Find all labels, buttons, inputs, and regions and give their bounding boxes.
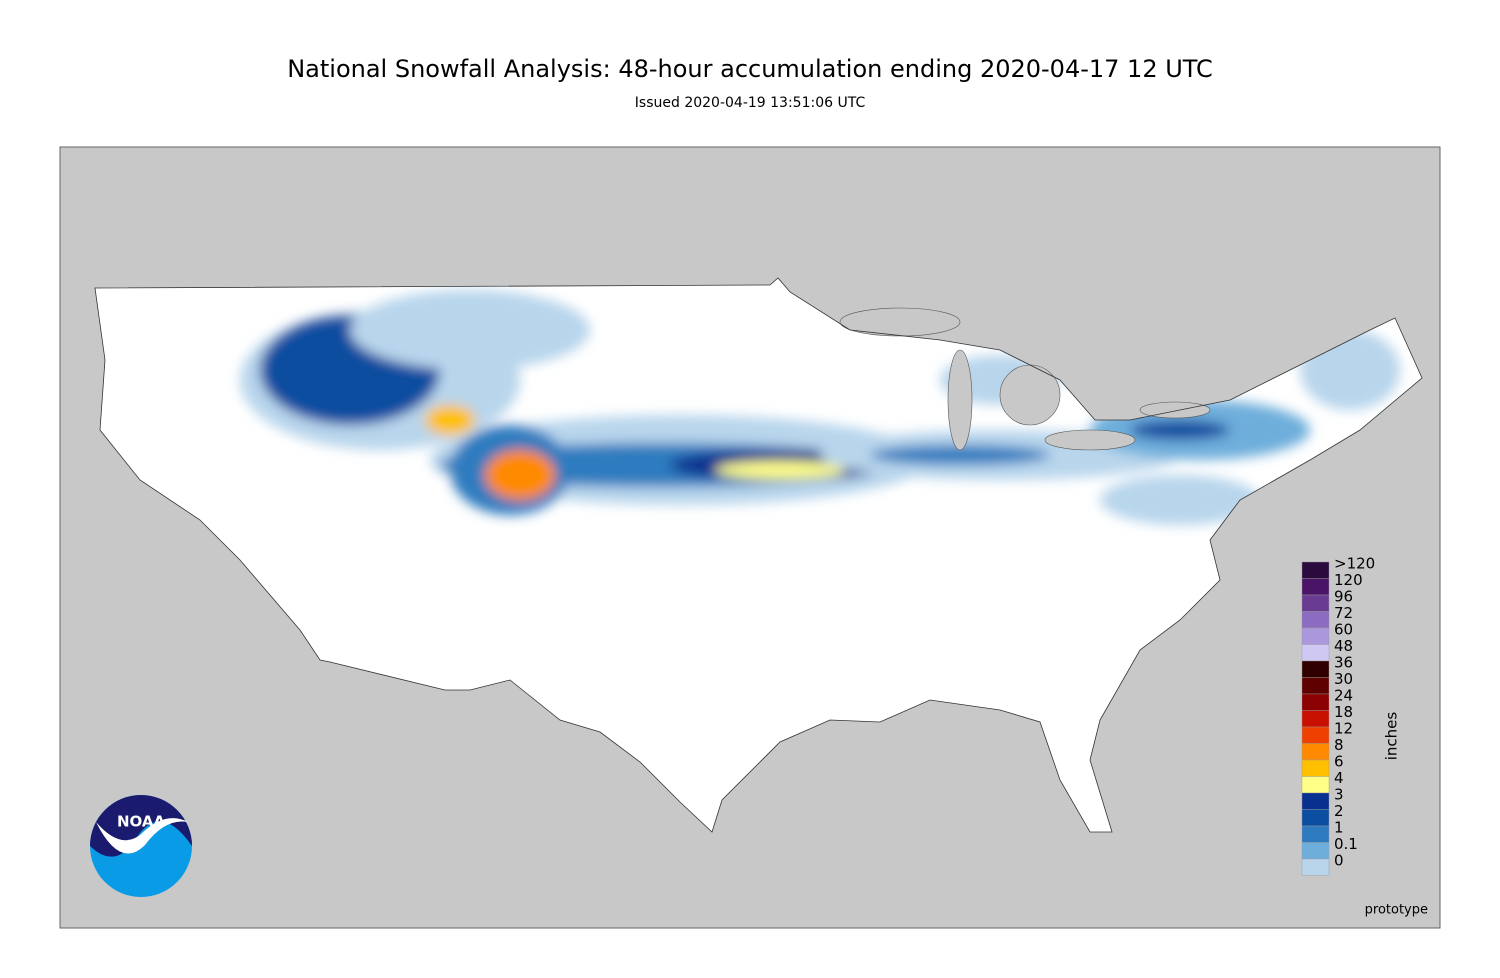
legend-swatch — [1301, 710, 1330, 728]
legend-label: 30 — [1334, 670, 1353, 688]
legend-label: 120 — [1334, 571, 1363, 589]
legend-swatch — [1301, 611, 1330, 629]
legend-swatch — [1301, 759, 1330, 777]
legend-swatch — [1301, 726, 1330, 744]
legend-swatch — [1301, 578, 1330, 596]
legend-swatch — [1301, 660, 1330, 678]
legend-label: 4 — [1334, 769, 1344, 787]
legend-title: inches — [1383, 712, 1401, 761]
legend-swatch — [1301, 677, 1330, 695]
legend-label: 60 — [1334, 621, 1353, 639]
legend-label: 1 — [1334, 819, 1344, 837]
title: National Snowfall Analysis: 48-hour accu… — [287, 55, 1213, 83]
legend-swatch — [1301, 743, 1330, 761]
legend-swatch — [1301, 842, 1330, 860]
legend-label: 36 — [1334, 654, 1353, 672]
legend-label: 96 — [1334, 588, 1353, 606]
great-lakes — [839, 307, 1211, 451]
legend-label: 0 — [1334, 852, 1344, 870]
legend-label: 2 — [1334, 802, 1344, 820]
legend-label: 12 — [1334, 720, 1353, 738]
legend-swatch — [1301, 809, 1330, 827]
legend-label: 72 — [1334, 604, 1353, 622]
legend-label: 24 — [1334, 687, 1353, 705]
legend-label: 0.1 — [1334, 835, 1358, 853]
legend-swatch — [1301, 776, 1330, 794]
subtitle: Issued 2020-04-19 13:51:06 UTC — [635, 95, 866, 111]
legend-swatch — [1301, 693, 1330, 711]
legend-swatch — [1301, 858, 1330, 876]
legend-swatch — [1301, 792, 1330, 810]
legend-label: 8 — [1334, 736, 1344, 754]
us-outline — [94, 277, 1423, 833]
legend-swatch — [1301, 561, 1330, 579]
footnote: prototype — [1365, 903, 1428, 918]
legend-label: 3 — [1334, 786, 1344, 804]
legend-swatch — [1301, 644, 1330, 662]
legend-label: >120 — [1334, 555, 1375, 573]
legend-label: 48 — [1334, 637, 1353, 655]
legend-swatch — [1301, 825, 1330, 843]
legend-swatch — [1301, 594, 1330, 612]
logo-text: NOAA — [117, 813, 166, 831]
noaa-logo: NOAA — [90, 795, 192, 897]
legend-label: 6 — [1334, 753, 1344, 771]
legend-swatch — [1301, 627, 1330, 645]
legend-label: 18 — [1334, 703, 1353, 721]
